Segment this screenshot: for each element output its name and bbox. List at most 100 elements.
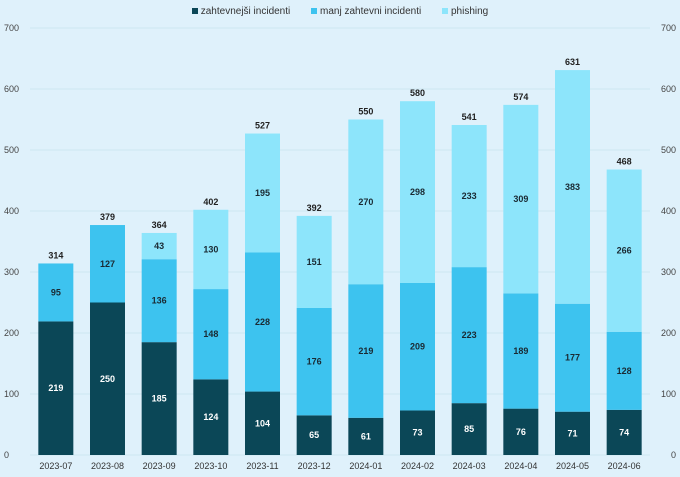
- y-tick-label-left: 600: [4, 84, 19, 94]
- data-label: 309: [513, 194, 528, 204]
- legend-label: zahtevnejši incidenti: [200, 6, 291, 17]
- total-label: 580: [410, 88, 425, 98]
- bar-segment: [193, 289, 229, 380]
- bar-segment: [90, 302, 125, 455]
- bar-segment: [606, 169, 642, 332]
- y-tick-label-right: 500: [661, 145, 676, 155]
- bar-segment: [296, 215, 332, 308]
- bar-segment: [451, 124, 487, 268]
- y-tick-label-right: 200: [661, 328, 676, 338]
- bar-segment: [503, 293, 539, 409]
- data-label: 65: [309, 430, 319, 440]
- bar-segment: [400, 410, 435, 455]
- data-label: 185: [152, 394, 167, 404]
- bar-segment: [503, 408, 539, 455]
- data-label: 266: [617, 246, 632, 256]
- legend-swatch: [441, 8, 448, 15]
- x-tick-label: 2023-11: [246, 461, 278, 471]
- x-tick-label: 2024-02: [401, 461, 434, 471]
- bar-segment: [348, 119, 384, 285]
- data-label: 209: [410, 342, 425, 352]
- y-tick-label-right: 400: [661, 206, 676, 216]
- data-label: 71: [567, 428, 577, 438]
- data-label: 177: [565, 353, 580, 363]
- x-tick-label: 2024-05: [556, 461, 589, 471]
- data-label: 270: [358, 197, 373, 207]
- x-tick-label: 2023-07: [39, 461, 72, 471]
- data-label: 148: [203, 329, 218, 339]
- bar-segment: [555, 303, 590, 412]
- total-label: 631: [565, 57, 580, 67]
- data-label: 195: [255, 188, 270, 198]
- x-tick-label: 2023-12: [298, 461, 331, 471]
- bar-segment: [141, 342, 177, 455]
- data-label: 73: [412, 428, 422, 438]
- total-label: 314: [48, 250, 63, 260]
- legend-item-phishing[interactable]: phishing: [441, 6, 488, 17]
- x-tick-label: 2023-10: [194, 461, 227, 471]
- bar-segment: [451, 403, 487, 455]
- legend-swatch: [191, 8, 198, 15]
- data-label: 85: [464, 424, 474, 434]
- data-label: 189: [513, 346, 528, 356]
- bar-segment: [400, 282, 435, 411]
- data-label: 61: [361, 431, 371, 441]
- legend-swatch: [311, 8, 318, 15]
- y-tick-label-left: 100: [4, 389, 19, 399]
- total-label: 574: [513, 92, 528, 102]
- bar-segment: [193, 209, 229, 290]
- y-tick-label-left: 300: [4, 267, 19, 277]
- bar-segment: [245, 133, 280, 253]
- data-label: 136: [152, 296, 167, 306]
- total-label: 379: [100, 212, 115, 222]
- y-tick-label-right: 600: [661, 84, 676, 94]
- legend-label: manj zahtevni incidenti: [320, 6, 422, 17]
- x-tick-label: 2024-06: [608, 461, 641, 471]
- bar-segment: [141, 232, 177, 260]
- total-label: 392: [307, 203, 322, 213]
- y-tick-label-left: 700: [4, 23, 19, 33]
- y-tick-label-left: 200: [4, 328, 19, 338]
- y-tick-label-right: 100: [661, 389, 676, 399]
- data-label: 124: [203, 412, 218, 422]
- bar-segment: [38, 263, 74, 322]
- y-tick-label-right: 300: [661, 267, 676, 277]
- data-label: 250: [100, 374, 115, 384]
- x-tick-label: 2024-03: [453, 461, 486, 471]
- total-label: 402: [203, 197, 218, 207]
- total-label: 541: [462, 112, 477, 122]
- total-label: 468: [617, 157, 632, 167]
- y-tick-label-right: 0: [671, 450, 676, 460]
- total-label: 364: [152, 220, 167, 230]
- y-tick-label-right: 700: [661, 23, 676, 33]
- data-label: 233: [462, 191, 477, 201]
- data-label: 176: [307, 357, 322, 367]
- bar-segment: [606, 409, 642, 455]
- data-label: 127: [100, 259, 115, 269]
- bar-segment: [348, 284, 384, 418]
- bar-segment: [296, 307, 332, 416]
- y-tick-label-left: 400: [4, 206, 19, 216]
- x-tick-label: 2023-08: [91, 461, 124, 471]
- bar-segment: [400, 101, 435, 283]
- bar-segment: [555, 411, 590, 455]
- total-label: 550: [358, 107, 373, 117]
- legend-item-zahtevnejsi[interactable]: zahtevnejši incidenti: [191, 6, 291, 17]
- bar-segment: [141, 259, 177, 343]
- data-label: 219: [48, 383, 63, 393]
- data-label: 219: [358, 346, 373, 356]
- data-label: 383: [565, 182, 580, 192]
- data-label: 43: [154, 241, 164, 251]
- bar-segment: [38, 321, 74, 455]
- data-label: 298: [410, 187, 425, 197]
- bar-segment: [348, 417, 384, 455]
- x-tick-label: 2024-01: [349, 461, 382, 471]
- bar-segment: [451, 267, 487, 404]
- legend-item-manj-zahtevni[interactable]: manj zahtevni incidenti: [311, 6, 421, 17]
- total-label: 527: [255, 121, 270, 131]
- x-tick-label: 2023-09: [143, 461, 176, 471]
- bar-segment: [503, 104, 539, 294]
- bar-segment: [193, 379, 229, 455]
- data-label: 104: [255, 418, 270, 428]
